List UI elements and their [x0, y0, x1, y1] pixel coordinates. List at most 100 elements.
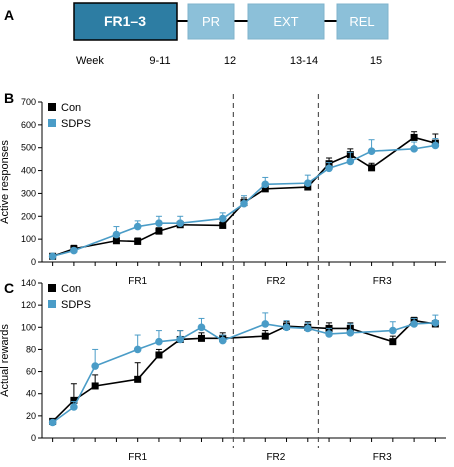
y-tick-label: 0	[31, 257, 36, 267]
timeline: FR1–3 PR EXT REL Week 9-11 12 13-14 15	[73, 2, 389, 67]
data-point	[261, 320, 270, 328]
y-tick-label: 600	[21, 120, 36, 130]
timeline-label-pr: PR	[202, 14, 220, 29]
timeline-week-pr: 12	[224, 55, 236, 67]
data-point	[197, 334, 205, 342]
legend-label: Con	[61, 102, 81, 114]
data-point	[218, 214, 227, 223]
data-point	[410, 320, 418, 328]
data-point	[155, 337, 163, 346]
timeline-week-ext: 13-14	[290, 55, 318, 67]
legend-label: SDPS	[61, 118, 91, 130]
data-point	[389, 326, 397, 335]
timeline-box-fr	[73, 2, 178, 41]
series-line	[52, 319, 436, 422]
data-point	[197, 323, 206, 332]
y-tick-label: 20	[26, 411, 36, 421]
timeline-box-ext	[247, 3, 325, 40]
legend-marker	[48, 103, 56, 111]
data-point	[261, 180, 270, 189]
data-point	[155, 219, 163, 227]
timeline-label-fr: FR1–3	[104, 13, 146, 29]
y-tick-label: 80	[26, 344, 36, 354]
y-tick-label: 400	[21, 166, 36, 176]
timeline-week-label: Week	[76, 55, 104, 67]
data-point	[91, 362, 99, 370]
data-point	[389, 338, 397, 346]
panel-b-letter: B	[4, 90, 14, 106]
phase-label: FR3	[373, 276, 392, 287]
data-point	[48, 418, 57, 427]
panel-a-letter: A	[4, 7, 14, 23]
data-point	[304, 183, 312, 191]
data-point	[133, 222, 142, 231]
data-point	[261, 185, 269, 193]
timeline-label-rel: REL	[349, 14, 374, 29]
data-point	[303, 324, 312, 333]
data-point	[112, 237, 120, 245]
data-point	[219, 221, 227, 229]
timeline-box-rel	[336, 3, 389, 40]
y-tick-label: 500	[21, 143, 36, 153]
data-point	[155, 351, 163, 359]
y-tick-label: 60	[26, 367, 36, 377]
timeline-label-ext: EXT	[273, 14, 298, 29]
data-point	[155, 227, 163, 235]
data-point	[325, 164, 333, 173]
data-point	[368, 164, 376, 172]
data-point	[410, 133, 418, 141]
data-point	[325, 330, 333, 338]
chart-active-responses: 0 100 200 300 400 500 600 700 Active responses FR…	[0, 94, 446, 287]
series-line	[52, 322, 436, 424]
y-tick-label: 140	[21, 278, 36, 288]
data-point	[70, 246, 78, 255]
phase-label: FR3	[373, 452, 392, 463]
legend-marker	[48, 300, 56, 308]
data-point	[133, 345, 142, 354]
data-point	[91, 382, 99, 390]
y-tick-label: 700	[21, 97, 36, 107]
y-tick-label: 120	[21, 300, 36, 310]
y-tick-label: 100	[21, 234, 36, 244]
data-point	[431, 141, 440, 150]
legend-marker	[48, 284, 56, 292]
y-tick-label: 100	[21, 322, 36, 332]
y-axis-label: Active responses	[0, 140, 11, 224]
phase-label: FR1	[128, 276, 147, 287]
data-point	[70, 403, 78, 411]
data-point	[346, 329, 355, 337]
data-point	[367, 147, 376, 155]
data-point	[346, 157, 355, 166]
y-tick-label: 300	[21, 188, 36, 198]
panel-c-letter: C	[4, 280, 14, 296]
phase-label: FR1	[128, 452, 147, 463]
data-point	[48, 252, 57, 261]
y-tick-label: 40	[26, 389, 36, 399]
data-point	[176, 335, 185, 344]
timeline-week-fr: 9-11	[149, 55, 170, 67]
data-point	[134, 375, 142, 383]
y-tick-label: 200	[21, 211, 36, 221]
data-point	[218, 336, 227, 345]
data-point	[134, 237, 142, 245]
data-point	[70, 396, 78, 404]
data-point	[112, 230, 121, 239]
data-point	[261, 332, 269, 340]
data-point	[240, 199, 248, 208]
data-point	[410, 145, 418, 153]
y-tick-label: 0	[31, 433, 36, 443]
timeline-box-pr	[187, 3, 235, 40]
data-point	[303, 179, 312, 187]
legend-label: SDPS	[61, 299, 91, 311]
phase-label: FR2	[266, 452, 285, 463]
legend-marker	[48, 119, 56, 127]
y-axis-label: Actual rewards	[0, 324, 11, 397]
legend-label: Con	[61, 283, 81, 295]
data-point	[431, 319, 440, 327]
data-point	[176, 219, 185, 227]
timeline-week-rel: 15	[370, 55, 382, 67]
chart-actual-rewards: 0 20 40 60 80 100 120 140 Actual rewards FR1 FR2 FR…	[0, 275, 446, 463]
data-point	[282, 323, 291, 332]
phase-label: FR2	[266, 276, 285, 287]
